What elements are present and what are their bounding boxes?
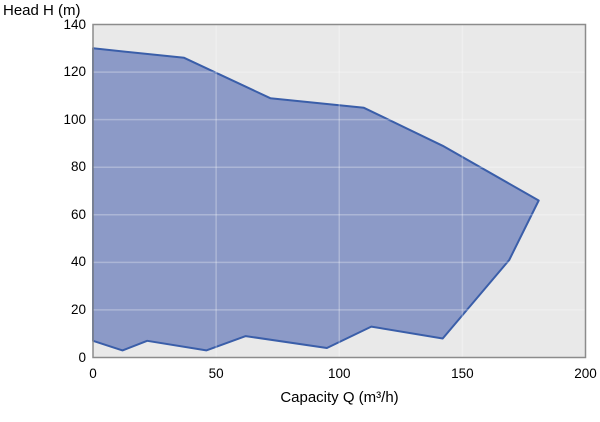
- y-tick-label: 140: [63, 16, 86, 32]
- x-tick-label: 200: [574, 366, 597, 381]
- y-tick-label: 20: [70, 301, 86, 317]
- envelope-polygon: [92, 47, 540, 352]
- x-axis-title: Capacity Q (m³/h): [280, 389, 399, 406]
- y-tick-label: 0: [78, 349, 86, 365]
- y-tick-label: 100: [63, 111, 86, 127]
- y-tick-label: 60: [70, 206, 86, 222]
- x-tick-label: 150: [451, 366, 474, 381]
- plot-border: [92, 23, 587, 359]
- x-tick-label: 0: [89, 366, 97, 381]
- y-tick-label: 120: [63, 64, 86, 80]
- x-tick-label: 100: [327, 366, 351, 381]
- y-axis-title: Head H (m): [3, 2, 81, 19]
- x-tick-label: 50: [208, 366, 224, 381]
- y-tick-label: 80: [70, 159, 86, 175]
- y-tick-label: 40: [70, 254, 86, 270]
